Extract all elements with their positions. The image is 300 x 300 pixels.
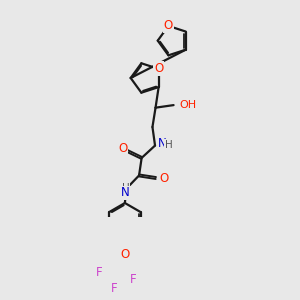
Text: O: O — [120, 248, 130, 261]
Text: F: F — [130, 273, 137, 286]
Text: O: O — [164, 20, 173, 32]
Text: O: O — [159, 172, 168, 184]
Text: OH: OH — [179, 100, 197, 110]
Text: O: O — [154, 62, 163, 75]
Text: N: N — [121, 187, 130, 200]
Text: F: F — [96, 266, 103, 279]
Text: O: O — [118, 142, 127, 154]
Text: F: F — [111, 281, 118, 295]
Text: H: H — [122, 182, 129, 193]
Text: H: H — [165, 140, 172, 150]
Text: N: N — [158, 137, 167, 150]
